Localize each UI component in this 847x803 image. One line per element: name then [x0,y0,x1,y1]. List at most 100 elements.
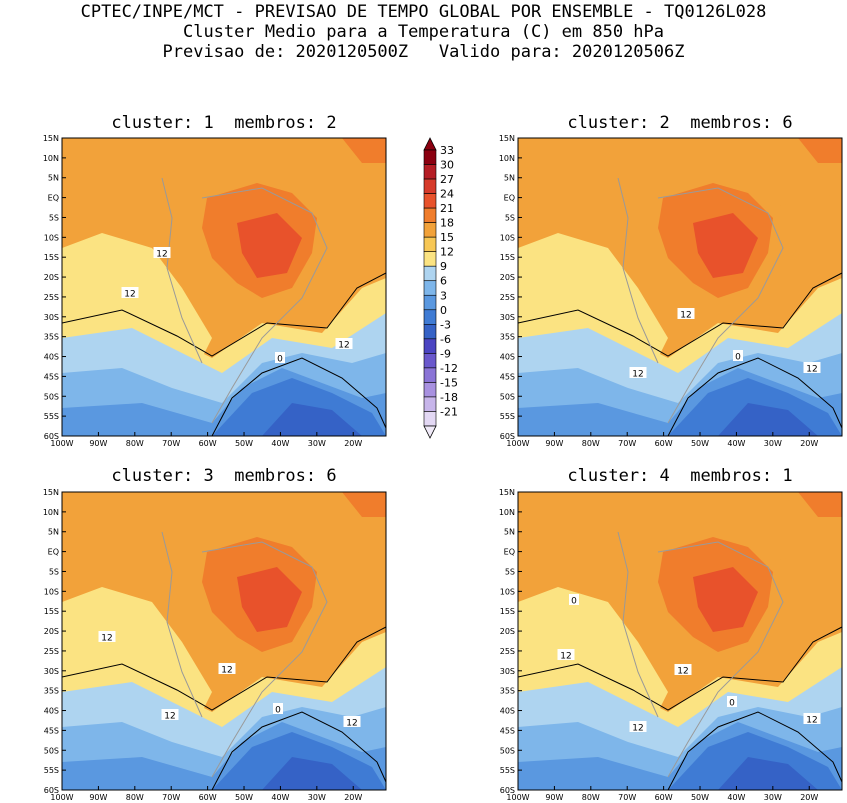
header-line-1: CPTEC/INPE/MCT - PREVISAO DE TEMPO GLOBA… [80,2,767,22]
lat-tick-label: 60S [500,432,515,441]
contour-label-text: 0 [735,353,741,363]
contour-label-box [343,716,361,727]
temperature-field [518,138,842,436]
lat-tick-label: 55S [44,412,59,421]
lon-tick-label: 60W [199,439,217,448]
lat-tick-label: 60S [44,432,59,441]
lon-tick-label: 20W [344,793,362,802]
colorbar-label: 18 [440,217,454,230]
colorbar-label: 24 [440,188,454,201]
lon-tick-label: 20W [800,439,818,448]
lon-tick-label: 30W [764,439,782,448]
lat-tick-label: 40S [44,353,59,362]
lat-tick-label: 40S [500,707,515,716]
lon-tick-label: 30W [764,793,782,802]
contour-label-box [803,713,821,724]
colorbar-swatch [423,178,437,194]
panel-2-title: cluster: 2 membros: 6 [567,113,793,133]
contour-label: 12 [121,287,139,300]
contour-label-text: 12 [680,311,691,321]
lon-tick-label: 50W [235,793,253,802]
contour-label-box [161,709,179,720]
contour-label-box [98,631,116,642]
map-frame [517,491,843,791]
contour-label-text: 12 [677,667,688,677]
lat-tick-label: 30S [500,313,515,322]
shaded-field [518,138,842,436]
lat-tick-label: 15N [43,488,59,497]
map-frame [517,137,843,437]
lat-tick-label: 60S [44,786,59,795]
lon-tick-label: 90W [89,439,107,448]
contour-label-text: 0 [729,699,735,709]
lat-tick-label: 35S [500,687,515,696]
contour-label-box [733,350,743,361]
lat-tick-label: 5N [504,528,515,537]
contour-label-box [803,362,821,373]
lat-tick-label: 45S [44,726,59,735]
contour-label-box [677,308,695,319]
contour-label: 12 [629,367,647,380]
lat-tick-label: 15N [43,134,59,143]
contour-label-text: 0 [571,597,577,607]
shaded-field [518,492,842,790]
colorbar-swatch [423,280,437,296]
colorbar-label: 0 [440,304,447,317]
lon-tick-label: 60W [199,793,217,802]
lat-tick-label: 35S [500,333,515,342]
lat-tick-label: 25S [44,647,59,656]
lat-tick-label: 30S [44,667,59,676]
contour-label: 0 [733,350,743,363]
lat-tick-label: 15S [44,253,59,262]
map-panel-2: 12 12 12 0 15N 10N 5N EQ 5S 10S 15S 20S 25S 30S 35S 40S… [499,134,843,448]
lat-tick-label: 25S [500,293,515,302]
lat-tick-label: EQ [504,194,515,203]
contour-label-text: 12 [806,716,817,726]
colorbar-label: 21 [440,202,454,215]
contour-label-text: 0 [277,355,283,365]
lat-tick-label: EQ [48,194,59,203]
contour-label-text: 12 [632,370,643,380]
contour-label: 0 [273,703,283,716]
lat-tick-label: 10S [500,233,515,242]
lat-tick-label: 15N [499,134,515,143]
colorbar-swatch [423,236,437,252]
lat-tick-label: 45S [500,372,515,381]
lat-tick-label: 15S [500,607,515,616]
shaded-field [62,138,386,436]
lat-tick-label: 55S [500,766,515,775]
contour-label: 12 [335,338,353,351]
lat-tick-label: 50S [44,392,59,401]
lat-tick-label: 15S [500,253,515,262]
contour-label-text: 12 [806,365,817,375]
lat-tick-label: 10S [44,587,59,596]
colorbar-swatch [423,251,437,267]
lat-tick-label: 10N [499,154,515,163]
contour-label-box [727,696,737,707]
lon-tick-label: 90W [545,439,563,448]
lon-tick-label: 20W [800,793,818,802]
lat-tick-label: 10N [499,508,515,517]
colorbar-label: -6 [440,333,451,346]
lon-tick-label: 40W [271,793,289,802]
contour-label: 12 [153,247,171,260]
colorbar-swatch [423,265,437,282]
lat-tick-label: 60S [500,786,515,795]
colorbar-label: 12 [440,246,454,259]
colorbar-label: 3 [440,289,447,302]
colorbar-swatch [423,367,437,383]
contour-label: 12 [629,721,647,734]
lat-tick-label: 45S [44,372,59,381]
colorbar-swatch [423,396,437,412]
lat-tick-label: 10N [43,154,59,163]
colorbar-swatch [423,149,437,165]
lat-tick-label: 30S [44,313,59,322]
contour-label: 12 [557,649,575,662]
header-line-3: Previsao de: 2020120500Z Valido para: 20… [162,42,685,62]
colorbar-swatch [423,353,437,369]
colorbar-bottom-arrow [423,425,437,439]
map-frame [61,491,387,791]
lat-tick-label: 25S [44,293,59,302]
